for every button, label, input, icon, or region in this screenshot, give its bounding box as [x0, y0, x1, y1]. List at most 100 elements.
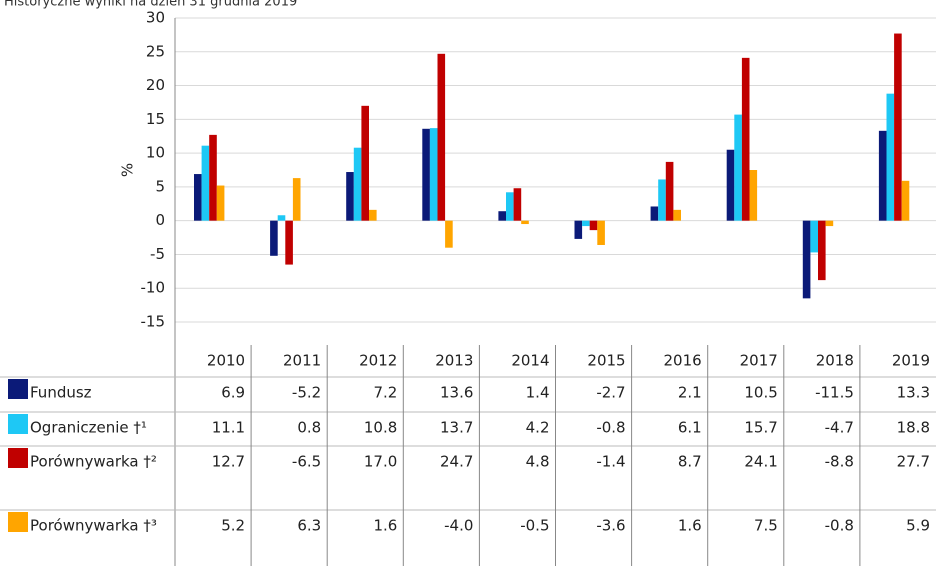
table-value: 6.1	[678, 419, 702, 437]
bar	[498, 211, 506, 221]
table-value: 27.7	[897, 453, 930, 471]
bar	[422, 128, 430, 221]
bar	[650, 206, 659, 221]
y-tick-label: 0	[155, 211, 165, 229]
table-value: 17.0	[364, 453, 397, 471]
table-value: -8.8	[825, 453, 854, 471]
table-value: 5.9	[906, 517, 930, 535]
legend-swatch	[8, 512, 28, 532]
table-value: 12.7	[212, 453, 245, 471]
table-value: 18.8	[897, 419, 930, 437]
table-value: 7.5	[754, 517, 778, 535]
table-value: 7.2	[373, 384, 397, 402]
bar	[201, 145, 210, 221]
bar	[658, 179, 666, 221]
bar	[741, 57, 750, 221]
bar	[734, 114, 742, 221]
bar	[726, 149, 735, 221]
bar	[445, 220, 453, 248]
x-tick-label: 2012	[359, 352, 397, 370]
bar	[513, 188, 522, 221]
bar	[270, 220, 278, 256]
table-value: -0.8	[825, 517, 854, 535]
table-value: -2.7	[596, 384, 625, 402]
y-tick-label: -15	[141, 313, 166, 331]
table-value: 15.7	[744, 419, 777, 437]
table-value: -6.5	[292, 453, 321, 471]
bar	[346, 172, 354, 221]
y-axis-label: %	[119, 163, 137, 177]
bar	[802, 220, 811, 299]
x-tick-label: 2014	[511, 352, 549, 370]
bar	[818, 220, 826, 281]
table-value: 10.8	[364, 419, 397, 437]
y-tick-label: 15	[146, 110, 165, 128]
bar	[194, 174, 202, 221]
bar	[285, 220, 293, 265]
table-value: 5.2	[221, 517, 245, 535]
bar	[209, 134, 217, 221]
bar	[353, 147, 362, 221]
table-value: 24.7	[440, 453, 473, 471]
x-tick-label: 2015	[587, 352, 625, 370]
bar	[292, 178, 301, 221]
y-tick-label: 30	[146, 9, 165, 27]
table-value: 13.7	[440, 419, 473, 437]
table-value: 1.6	[373, 517, 397, 535]
x-tick-label: 2017	[740, 352, 778, 370]
table-value: -1.4	[596, 453, 625, 471]
table-value: 24.1	[744, 453, 777, 471]
table-value: 6.9	[221, 384, 245, 402]
x-tick-label: 2011	[283, 352, 321, 370]
legend-swatch	[8, 379, 28, 399]
table-value: -4.0	[444, 517, 473, 535]
table-value: 6.3	[297, 517, 321, 535]
x-tick-label: 2018	[816, 352, 854, 370]
table-value: -5.2	[292, 384, 321, 402]
table-value: 2.1	[678, 384, 702, 402]
table-value: 4.8	[526, 453, 550, 471]
chart-title: Historyczne wyniki na dzień 31 grudnia 2…	[4, 0, 297, 10]
bar	[589, 220, 598, 231]
y-tick-label: 20	[146, 76, 165, 94]
bar	[521, 220, 529, 225]
table-value: 8.7	[678, 453, 702, 471]
legend-label: Ograniczenie †¹	[30, 419, 147, 437]
y-tick-label: 25	[146, 42, 165, 60]
x-tick-label: 2010	[207, 352, 245, 370]
bar	[673, 209, 681, 221]
legend-swatch	[8, 448, 28, 468]
bar	[429, 128, 438, 221]
table-value: 13.3	[897, 384, 930, 402]
table-value: -0.8	[596, 419, 625, 437]
table-value: 0.8	[297, 419, 321, 437]
legend-label: Fundusz	[30, 384, 92, 402]
table-value: -11.5	[815, 384, 854, 402]
legend-label: Porównywarka †³	[30, 517, 157, 535]
table-value: -0.5	[520, 517, 549, 535]
bar	[886, 93, 895, 221]
table-value: -3.6	[596, 517, 625, 535]
bar	[216, 185, 225, 221]
legend-swatch	[8, 414, 28, 434]
table-value: 10.5	[744, 384, 777, 402]
y-tick-label: 5	[155, 177, 165, 195]
y-tick-label: -5	[150, 245, 165, 263]
table-value: -4.7	[825, 419, 854, 437]
bar	[582, 220, 590, 227]
bar	[749, 170, 758, 221]
table-value: 11.1	[212, 419, 245, 437]
x-tick-label: 2019	[892, 352, 930, 370]
y-tick-label: -10	[141, 279, 166, 297]
bar	[506, 192, 514, 221]
bar	[878, 130, 887, 221]
bar	[597, 220, 605, 245]
legend-label: Porównywarka †²	[30, 453, 157, 471]
table-value: 1.4	[526, 384, 550, 402]
bar	[825, 220, 834, 227]
bar	[369, 209, 377, 221]
bar	[894, 33, 902, 221]
bar	[810, 220, 818, 253]
y-tick-label: 10	[146, 144, 165, 162]
